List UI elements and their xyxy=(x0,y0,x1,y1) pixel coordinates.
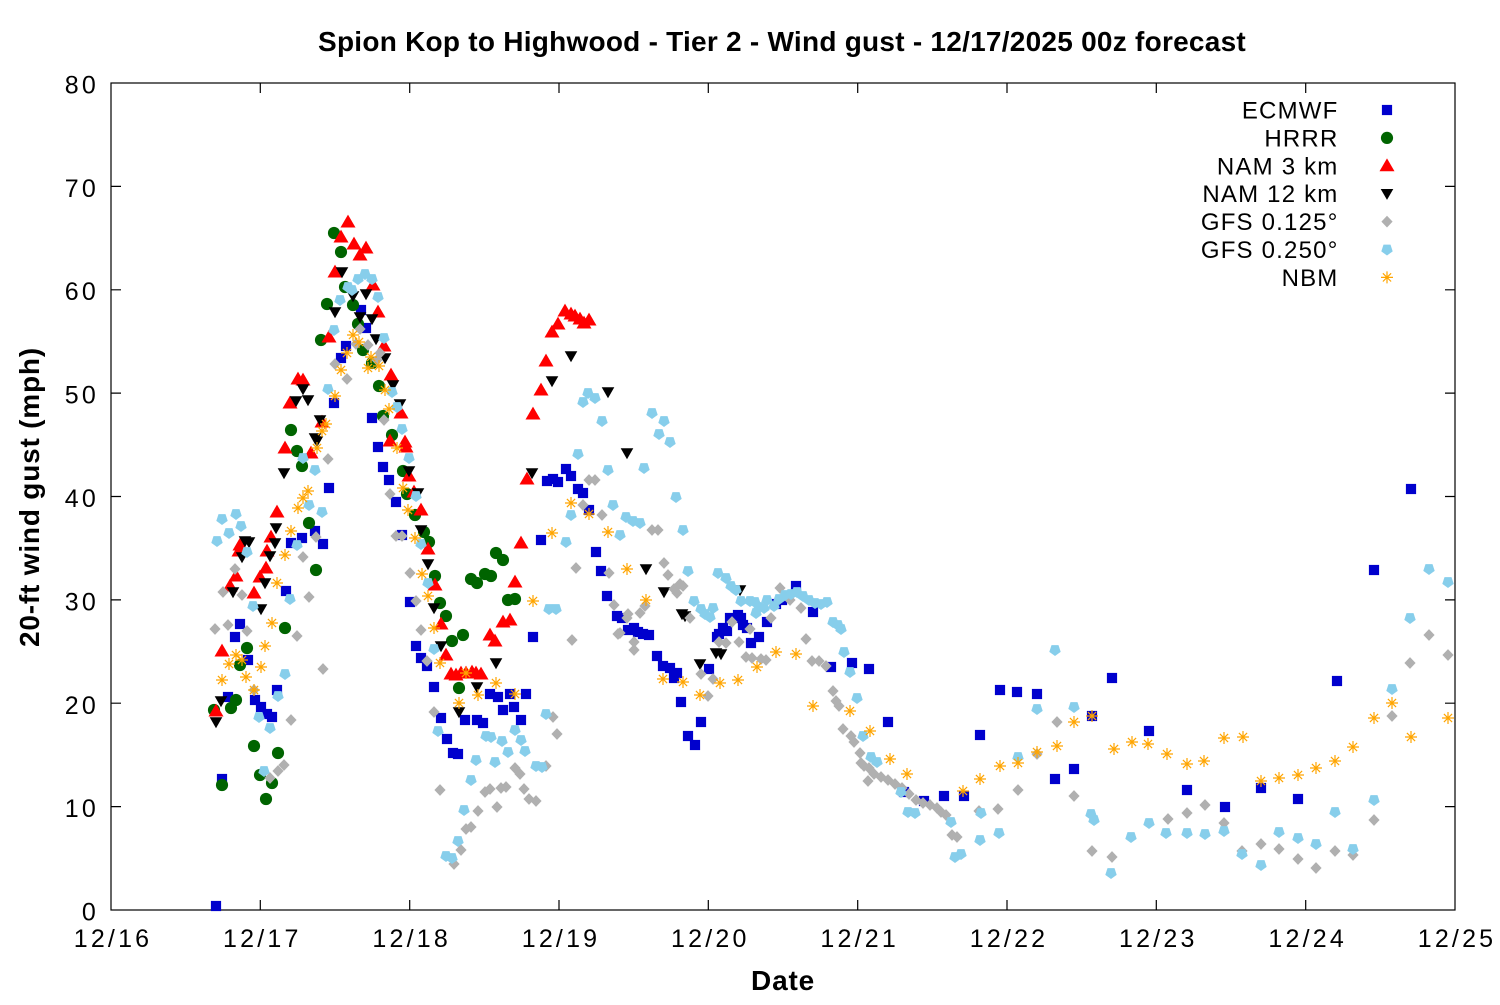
svg-text:50: 50 xyxy=(65,382,99,410)
svg-text:12/17: 12/17 xyxy=(223,925,302,953)
svg-text:0: 0 xyxy=(82,899,99,927)
svg-text:NAM 12 km: NAM 12 km xyxy=(1202,181,1338,208)
svg-text:10: 10 xyxy=(65,795,99,823)
svg-text:12/23: 12/23 xyxy=(1119,925,1198,953)
svg-text:NAM 3 km: NAM 3 km xyxy=(1217,153,1339,180)
svg-text:Date: Date xyxy=(751,965,815,996)
svg-text:40: 40 xyxy=(65,485,99,513)
svg-text:GFS 0.250°: GFS 0.250° xyxy=(1201,237,1339,264)
svg-text:ECMWF: ECMWF xyxy=(1242,98,1339,125)
svg-text:12/18: 12/18 xyxy=(372,925,451,953)
svg-text:12/19: 12/19 xyxy=(522,925,601,953)
svg-text:HRRR: HRRR xyxy=(1264,125,1338,152)
svg-text:GFS 0.125°: GFS 0.125° xyxy=(1201,209,1339,236)
svg-text:12/24: 12/24 xyxy=(1268,925,1347,953)
svg-text:20-ft wind gust (mph): 20-ft wind gust (mph) xyxy=(14,347,45,647)
svg-text:12/22: 12/22 xyxy=(970,925,1049,953)
svg-text:80: 80 xyxy=(65,72,99,100)
svg-text:70: 70 xyxy=(65,175,99,203)
svg-text:12/21: 12/21 xyxy=(820,925,899,953)
svg-text:60: 60 xyxy=(65,278,99,306)
svg-text:12/25: 12/25 xyxy=(1418,925,1497,953)
svg-text:12/20: 12/20 xyxy=(671,925,750,953)
svg-text:Spion Kop to Highwood - Tier 2: Spion Kop to Highwood - Tier 2 - Wind gu… xyxy=(318,26,1246,57)
svg-text:20: 20 xyxy=(65,692,99,720)
svg-text:12/16: 12/16 xyxy=(74,925,153,953)
svg-text:30: 30 xyxy=(65,588,99,616)
svg-text:NBM: NBM xyxy=(1282,265,1339,292)
